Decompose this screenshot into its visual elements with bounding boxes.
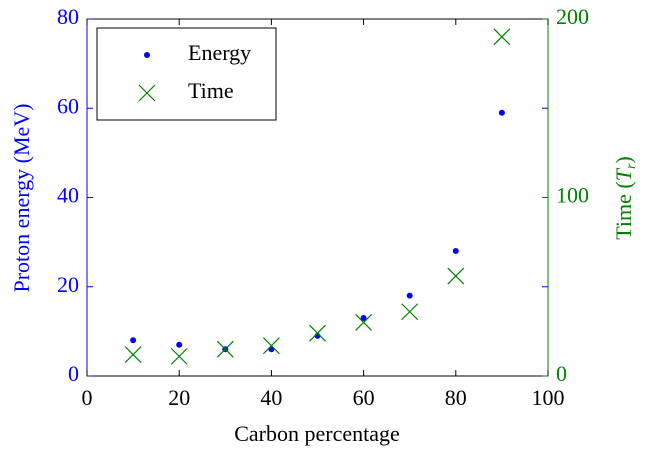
x-tick-label: 100 [532,385,565,410]
legend-label: Energy [188,40,251,65]
x-tick-label: 20 [168,385,190,410]
marker [170,347,188,365]
marker [360,314,367,321]
x-axis-label: Carbon percentage [234,421,400,446]
marker [447,267,465,285]
x-tick-label: 80 [445,385,467,410]
y2-axis-label: Time (Tr) [611,156,639,240]
marker [355,314,373,331]
y2-label-part: Time ( [611,181,636,239]
y-tick-label: 60 [57,93,79,118]
marker [452,248,459,255]
marker [406,292,413,299]
y2-label-part: ) [611,156,636,163]
y-tick-label: 20 [57,272,79,297]
x-tick-label: 40 [260,385,282,410]
marker [216,340,234,358]
marker [124,346,142,364]
y2-tick-label: 200 [556,4,589,29]
marker [493,28,511,46]
legend-marker [144,52,150,58]
x-tick-label: 0 [82,385,93,410]
y2-label-symbol: T [611,167,636,181]
legend-box [96,27,277,121]
y-axis-label: Proton energy (MeV) [9,104,34,293]
y2-label-subscript: r [624,163,639,169]
marker [176,341,183,348]
legend-marker [138,84,156,102]
marker [498,109,505,116]
y-tick-label: 80 [57,4,79,29]
marker [401,303,419,321]
y2-tick-label: 0 [556,361,567,386]
y2-tick-label: 100 [556,183,589,208]
y-tick-label: 40 [57,183,79,208]
marker [309,324,326,342]
marker [262,337,280,355]
legend-label: Time [188,78,234,103]
x-tick-label: 60 [353,385,375,410]
y-tick-label: 0 [68,361,79,386]
marker [130,337,137,344]
